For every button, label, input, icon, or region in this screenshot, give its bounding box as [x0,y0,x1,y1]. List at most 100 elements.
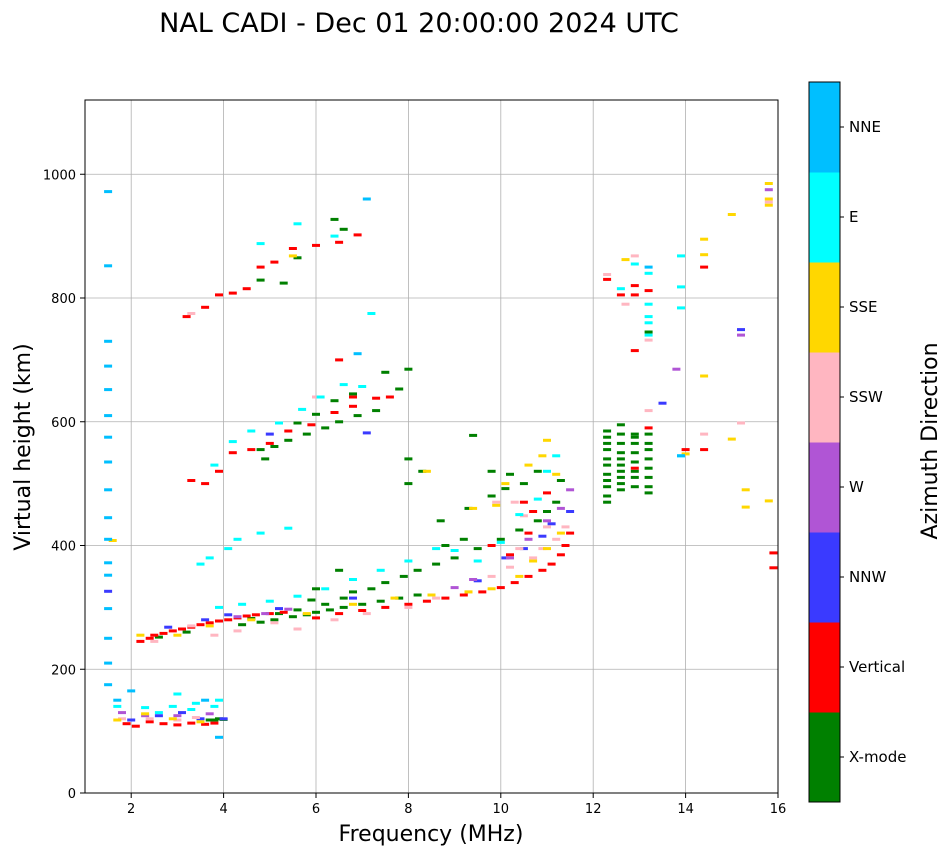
data-point [644,265,653,269]
data-point [566,488,575,492]
data-point [630,441,639,445]
data-point [515,513,524,517]
data-point [547,522,556,526]
data-point [358,385,367,388]
data-point [104,460,113,464]
data-point [681,452,690,456]
data-point [556,506,565,510]
y-axis-ticks: 0 200 400 600 800 1000 [43,168,85,802]
data-point [330,411,339,414]
data-point [335,240,344,244]
data-point [284,607,293,611]
data-point [127,718,136,722]
data-point [284,429,293,433]
plot-area [85,100,778,793]
data-point [404,602,413,606]
data-point [330,618,339,622]
data-point [104,661,113,665]
data-point [630,485,639,489]
data-point [104,589,113,593]
data-point [464,590,473,594]
data-point [644,289,653,293]
data-point [168,629,177,633]
data-point [201,305,210,309]
data-point [104,435,113,439]
data-point [603,277,612,281]
data-point [616,475,625,479]
data-point [270,618,279,622]
data-point [644,302,653,306]
data-point [529,510,538,513]
data-point [603,435,612,439]
data-point [737,421,745,425]
data-point [644,475,653,479]
data-point [215,735,223,739]
data-point [238,623,247,627]
data-point [196,562,205,566]
data-point [104,388,113,392]
data-point [644,466,653,470]
data-point [700,253,709,257]
data-point [552,500,561,504]
colorbar-label: Vertical [849,658,905,676]
data-point [700,432,709,436]
data-point [524,463,533,467]
data-point [251,613,260,617]
data-point [630,254,639,258]
data-point [630,293,639,297]
data-point [330,217,339,221]
data-point [187,312,196,315]
data-point [506,472,514,476]
data-point [547,562,556,566]
data-point [533,469,542,473]
data-point [519,500,528,504]
data-point [302,612,311,616]
data-point [404,559,413,563]
data-point [621,302,630,306]
data-point [178,627,186,631]
colorbar-label: SSE [849,298,878,316]
data-point [219,717,228,721]
data-point [681,448,690,452]
y-tick-label: 600 [51,416,76,431]
data-point [104,264,113,268]
data-point [566,531,575,535]
data-point [215,619,223,623]
data-point [242,287,251,291]
data-point [469,578,478,581]
grid-lines [85,100,779,794]
data-point [519,482,528,486]
data-point [543,525,551,529]
data-point [769,551,778,555]
data-point [616,441,625,445]
data-point [104,537,113,541]
data-point [603,500,612,504]
data-point [104,607,113,611]
colorbar-swatch [809,622,840,713]
data-point [104,683,113,687]
data-point [464,506,473,510]
colorbar-swatch [809,442,840,533]
data-point [312,616,320,620]
data-point [256,448,265,452]
data-point [335,358,344,362]
data-point [224,618,233,622]
data-point [644,448,653,452]
data-point [159,722,168,726]
data-point [533,519,542,523]
data-point [215,469,223,473]
data-point [616,451,625,455]
data-point [270,445,279,448]
data-point [288,254,297,258]
data-point [533,497,542,501]
data-point [399,574,408,578]
data-point [630,466,639,470]
series-nne [104,190,685,739]
y-axis-label: Virtual height (km) [11,343,36,550]
colorbar-label: NNW [849,568,886,586]
data-point [353,233,362,237]
data-point [543,547,551,551]
data-point [543,510,551,513]
data-point [261,612,270,616]
data-point [325,608,334,612]
